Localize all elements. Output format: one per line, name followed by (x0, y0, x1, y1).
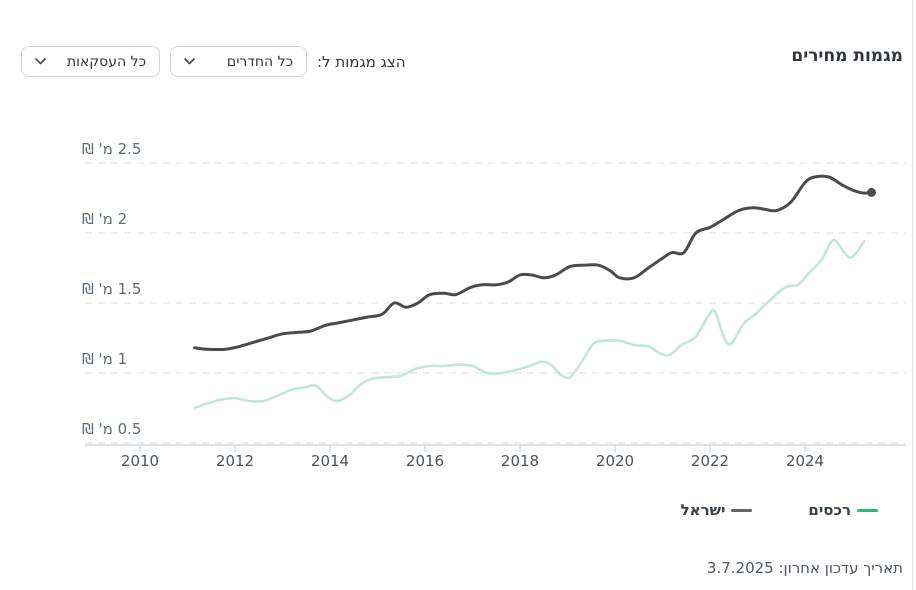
legend-label: רכסים (808, 501, 851, 519)
legend-item-rechasim[interactable]: רכסים (808, 501, 878, 519)
trend-filters: הצג מגמות ל: כל החדרים כל העסקאות (21, 46, 406, 77)
legend-label: ישראל (680, 501, 726, 519)
page-right-divider (912, 0, 913, 590)
chevron-down-icon (35, 58, 46, 65)
filter-label: הצג מגמות ל: (317, 52, 406, 71)
last-update-label: תאריך עדכון אחרון: (778, 559, 903, 577)
last-update-date: 3.7.2025 (706, 559, 774, 577)
transactions-filter-dropdown[interactable]: כל העסקאות (21, 46, 160, 77)
chart-legend: רכסים ישראל (681, 501, 878, 519)
transactions-filter-value: כל העסקאות (66, 53, 146, 70)
legend-item-israel[interactable]: ישראל (681, 501, 753, 519)
chevron-down-icon (184, 58, 195, 65)
chart-area: 2.5 מ' ₪ 2 מ' ₪ 1.5 מ' ₪ 1 מ' ₪ 0.5 מ' ₪ 2010… (0, 130, 916, 475)
rooms-filter-dropdown[interactable]: כל החדרים (170, 46, 307, 77)
rooms-filter-value: כל החדרים (226, 53, 293, 70)
last-update: תאריך עדכון אחרון: 3.7.2025 (707, 559, 903, 577)
rechasim-line-swatch (857, 508, 878, 512)
israel-line-swatch (731, 508, 753, 512)
trends-chart (85, 162, 906, 452)
page-title: מגמות מחירים (791, 46, 903, 66)
